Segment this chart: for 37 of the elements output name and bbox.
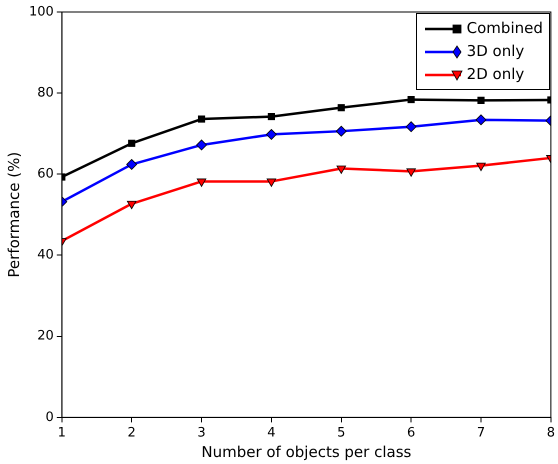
y-tick-label: 80	[37, 85, 54, 100]
point	[126, 200, 136, 210]
point	[126, 159, 138, 170]
y-tick-label: 40	[37, 248, 54, 263]
point	[336, 126, 347, 137]
y-axis-title: Performance (%)	[4, 152, 23, 278]
x-tick-label: 3	[197, 426, 206, 441]
x-tick-label: 7	[476, 426, 486, 441]
point	[268, 113, 275, 120]
point	[477, 96, 485, 104]
point	[196, 140, 207, 150]
point	[198, 115, 206, 123]
x-tick-label: 2	[128, 426, 136, 441]
point	[476, 114, 486, 126]
x-tick-label: 1	[58, 426, 66, 441]
y-tick-label: 0	[46, 410, 54, 425]
point	[476, 162, 486, 172]
point	[336, 166, 346, 174]
point	[266, 129, 277, 140]
x-tick-label: 4	[267, 426, 276, 441]
x-tick-label: 8	[546, 426, 556, 441]
point	[408, 96, 415, 104]
legend-label: Combined	[466, 18, 543, 39]
legend-label: 3D only	[466, 41, 524, 62]
x-tick-label: 5	[337, 426, 346, 441]
y-tick-label: 100	[28, 4, 54, 20]
point	[196, 178, 206, 187]
y-tick-label: 20	[37, 328, 54, 344]
y-tick-label: 60	[37, 166, 54, 182]
point	[266, 178, 276, 187]
point	[128, 140, 136, 147]
point	[406, 121, 417, 132]
point	[406, 168, 416, 177]
x-axis-title: Number of objects per class	[201, 442, 412, 461]
point	[338, 104, 345, 112]
x-tick-label: 6	[406, 426, 416, 441]
legend-label: 2D only	[466, 64, 524, 85]
